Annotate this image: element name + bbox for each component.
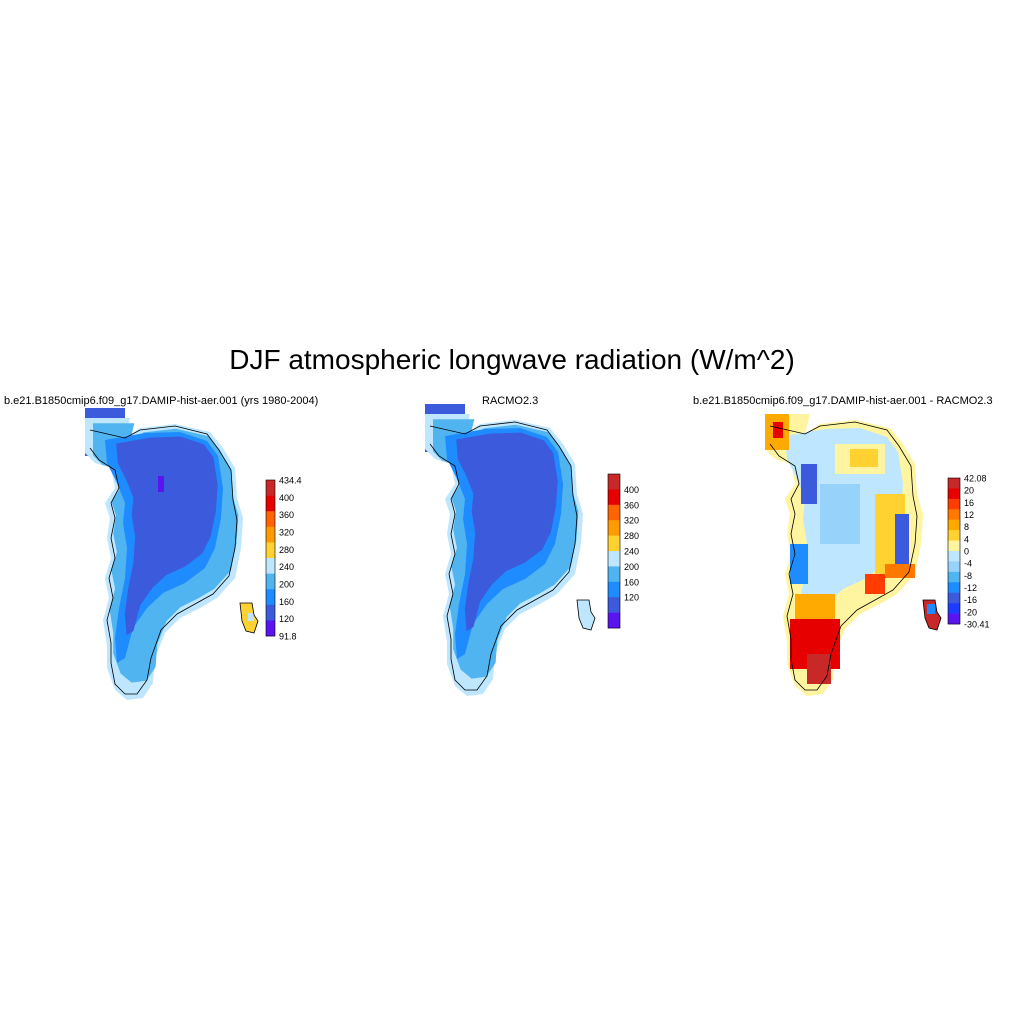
panel-1-title: b.e21.B1850cmip6.f09_g17.DAMIP-hist-aer.… (4, 395, 319, 407)
colorbar-tick-label: 320 (624, 516, 639, 526)
panel-3-title: b.e21.B1850cmip6.f09_g17.DAMIP-hist-aer.… (693, 395, 993, 407)
min-value-spot (158, 476, 164, 492)
figure-title: DJF atmospheric longwave radiation (W/m^… (229, 344, 795, 375)
colorbar-tick-label: 0 (964, 547, 969, 557)
colorbar-segment (948, 530, 960, 541)
panel-1-map (85, 408, 259, 700)
iceland-patch (239, 602, 259, 634)
colorbar-tick-label: -4 (964, 559, 972, 569)
colorbar-tick-label: -30.41 (964, 620, 990, 630)
iceland-patch (922, 599, 942, 631)
colorbar-segment (608, 597, 620, 613)
colorbar-segment (266, 495, 275, 512)
colorbar-segment (948, 603, 960, 614)
colorbar-tick-label: 12 (964, 510, 974, 520)
colorbar-segment (608, 566, 620, 583)
colorbar-segment (948, 613, 960, 625)
colorbar-segment (608, 612, 620, 629)
colorbar-tick-label: 240 (279, 562, 294, 572)
colorbar-segment (948, 540, 960, 552)
colorbar-tick-label: 42.08 (964, 474, 987, 484)
colorbar-tick-label: 240 (624, 547, 639, 557)
colorbar-segment (948, 582, 960, 594)
colorbar-segment (266, 589, 275, 606)
colorbar-tick-label: 91.8 (279, 632, 297, 642)
colorbar-tick-label: 120 (624, 593, 639, 603)
colorbar-segment (608, 535, 620, 552)
colorbar-tick-label: -20 (964, 607, 977, 617)
colorbar-segment (948, 551, 960, 562)
colorbar-segment (948, 509, 960, 521)
colorbar-segment (608, 581, 620, 598)
colorbar-tick-label: 320 (279, 528, 294, 538)
colorbar-border (265, 479, 276, 637)
panel-3-map (765, 414, 942, 696)
colorbar-segment (266, 604, 275, 621)
colorbar-segment (948, 498, 960, 510)
colorbar-tick-label: 120 (279, 614, 294, 624)
colorbar-segment (608, 551, 620, 567)
colorbar-tick-label: 280 (624, 531, 639, 541)
colorbar-segment (266, 526, 275, 543)
colorbar-segment (948, 519, 960, 531)
panel-2-title: RACMO2.3 (482, 395, 539, 407)
colorbar-tick-label: -8 (964, 571, 972, 581)
colorbar-tick-label: 20 (964, 486, 974, 496)
colorbar-border (947, 477, 961, 625)
colorbar-tick-label: 8 (964, 522, 969, 532)
colorbar-segment (608, 504, 620, 521)
colorbar-tick-label: 16 (964, 498, 974, 508)
colorbar-border (607, 473, 621, 629)
colorbar-segment (948, 478, 960, 489)
colorbar-tick-label: 360 (279, 510, 294, 520)
colorbar-tick-label: 360 (624, 500, 639, 510)
colorbar-segment (608, 474, 620, 490)
colorbar-segment (608, 520, 620, 536)
panel-3-colorbar: 42.08 20 16 12 8 4 0 -4 -8 -12 -16 -20 -30.41 (947, 474, 990, 630)
panel-1-colorbar: 434.4 400 360 320 280 240 200 160 120 91.8 (265, 476, 302, 642)
panel-2-colorbar: 400 360 320 280 240 200 160 120 (607, 473, 639, 629)
colorbar-segment (608, 489, 620, 506)
colorbar-tick-label: 160 (624, 577, 639, 587)
colorbar-segment (266, 480, 275, 496)
colorbar-tick-label: 4 (964, 534, 969, 544)
colorbar-tick-label: 280 (279, 545, 294, 555)
colorbar-segment (266, 511, 275, 528)
colorbar-segment (948, 561, 960, 573)
colorbar-tick-label: 434.4 (279, 476, 302, 486)
panel-2-map (425, 404, 596, 696)
colorbar-segment (266, 620, 275, 637)
colorbar-tick-label: -12 (964, 583, 977, 593)
colorbar-tick-label: 200 (279, 580, 294, 590)
colorbar-tick-label: 400 (279, 493, 294, 503)
colorbar-tick-label: 400 (624, 485, 639, 495)
colorbar-segment (266, 573, 275, 590)
colorbar-tick-label: 160 (279, 597, 294, 607)
iceland-patch (576, 599, 596, 631)
colorbar-tick-label: 200 (624, 562, 639, 572)
colorbar-segment (948, 592, 960, 604)
colorbar-segment (948, 571, 960, 583)
colorbar-segment (948, 488, 960, 500)
colorbar-tick-label: -16 (964, 595, 977, 605)
colorbar-segment (266, 558, 275, 574)
colorbar-segment (266, 542, 275, 559)
